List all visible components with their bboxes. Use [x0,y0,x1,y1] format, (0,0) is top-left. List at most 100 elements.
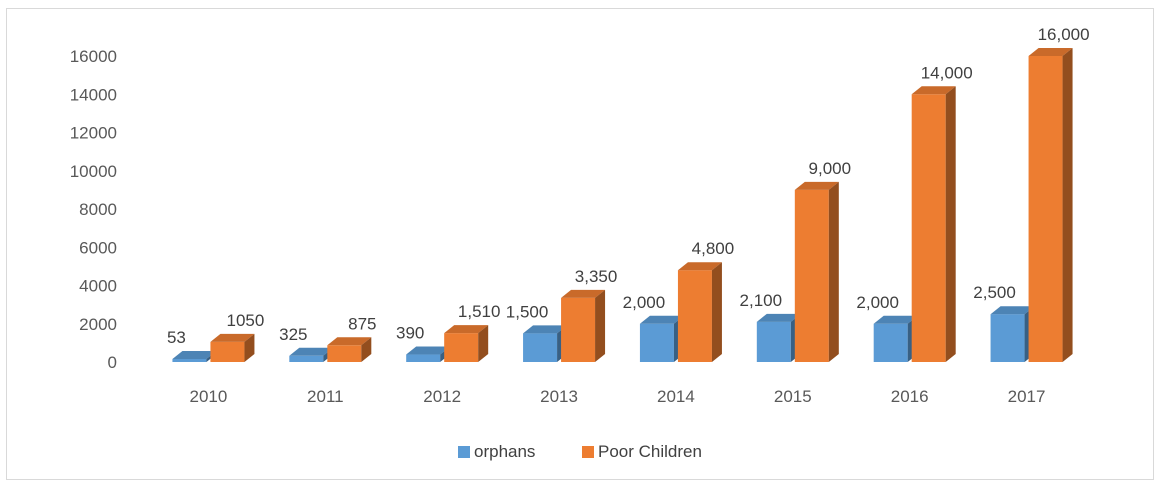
bar-poor-children [911,86,956,362]
bar-top [990,306,1035,315]
legend-swatch-poor-children [582,446,594,458]
bar-front [639,323,674,362]
bar-side [711,262,722,362]
bar-top [327,337,372,346]
y-tick-label: 6000 [79,238,117,257]
bar-orphans [873,315,918,362]
bar-top [1028,48,1073,56]
bar-top [406,346,451,355]
bar-top [172,351,217,359]
y-tick-label: 0 [108,353,117,372]
data-label: 4,800 [692,239,735,258]
bar-orphans [639,315,684,362]
bar-side [478,325,489,362]
data-label: 1,510 [458,302,501,321]
bar-side [945,86,956,362]
data-label: 14,000 [921,63,973,82]
legend-label-poor-children: Poor Children [598,442,702,461]
bar-front [406,354,441,362]
y-tick-label: 4000 [79,277,117,296]
y-tick-label: 10000 [70,162,117,181]
data-label: 2,500 [973,283,1016,302]
x-tick-label: 2012 [423,387,461,406]
bar-top [523,325,568,334]
bar-orphans [756,313,801,362]
bar-poor-children [327,337,372,362]
bar-front [523,333,558,362]
bar-front [756,321,791,362]
bar-front [210,341,245,362]
bar-front [794,189,829,362]
legend-swatch-orphans [458,446,470,458]
x-tick-label: 2016 [891,387,929,406]
bar-top [794,181,839,190]
x-tick-label: 2011 [307,387,344,406]
bar-side [244,333,255,362]
y-tick-label: 2000 [79,315,117,334]
legend: orphans Poor Children [458,442,702,461]
bar-poor-children [561,289,606,362]
bars-layer [172,48,1073,362]
bar-top [289,347,334,356]
y-tick-label: 16000 [70,47,117,66]
bar-front [561,297,596,362]
data-label: 3,350 [575,267,618,286]
bar-top [911,86,956,95]
data-label: 325 [279,325,307,344]
y-axis: 0 2000 4000 6000 8000 10000 12000 14000 16000 [70,47,117,372]
y-tick-label: 14000 [70,85,117,104]
y-tick-label: 12000 [70,124,117,143]
bar-top [756,313,801,322]
bar-top [444,325,489,334]
data-label: 875 [348,314,376,333]
bar-top [873,315,918,324]
data-label: 1,500 [506,302,549,321]
bar-top [210,333,255,342]
bar-orphans [406,346,451,362]
x-tick-label: 2013 [540,387,578,406]
bar-top [561,289,606,298]
data-label: 2,000 [623,293,666,312]
bar-front [172,359,207,362]
data-label: 390 [396,324,424,343]
bar-side [361,337,372,362]
x-axis: 2010 2011 2012 2013 2014 2015 2016 2017 [190,387,1046,406]
data-label: 53 [167,328,186,347]
bar-front [911,94,946,362]
bar-side [1062,48,1073,362]
bar-side [828,181,839,362]
bar-front [444,333,479,362]
data-label: 2,000 [856,293,899,312]
bar-top [677,262,722,271]
bar-orphans [172,351,217,362]
bar-poor-children [444,325,489,362]
data-label: 16,000 [1038,25,1090,44]
bar-poor-children [794,181,839,362]
x-tick-label: 2010 [190,387,228,406]
chart-frame [6,8,1154,480]
data-label: 2,100 [740,291,783,310]
bar-poor-children [1028,48,1073,362]
bar-front [873,323,908,362]
bar-front [289,355,324,362]
x-tick-label: 2017 [1008,387,1046,406]
bar-front [1028,56,1063,362]
data-label: 1050 [227,311,265,330]
bar-top [639,315,684,324]
x-tick-label: 2014 [657,387,695,406]
legend-label-orphans: orphans [474,442,535,461]
y-tick-label: 8000 [79,200,117,219]
bar-orphans [990,306,1035,362]
bar-orphans [289,347,334,362]
bar-side [595,289,606,362]
x-tick-label: 2015 [774,387,812,406]
bar-poor-children [210,333,255,362]
data-labels-layer: 53 1050 325 875 390 1,510 1,500 3,350 2,000 4,800… [167,25,1090,347]
data-label: 9,000 [809,159,852,178]
bar-orphans [523,325,568,362]
bar-front [327,345,362,362]
bar-front [677,270,712,362]
bar-front [990,314,1025,362]
